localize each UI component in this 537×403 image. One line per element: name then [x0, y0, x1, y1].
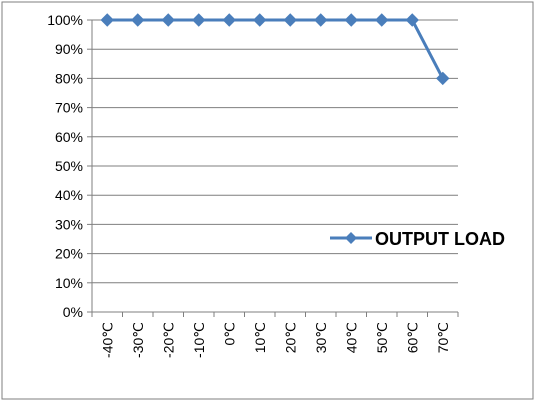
y-tick-label: 10% — [55, 275, 83, 291]
y-tick-label: 30% — [55, 216, 83, 232]
data-point-marker — [283, 13, 297, 27]
data-point-marker — [405, 13, 419, 27]
x-tick-label: -30℃ — [130, 322, 146, 358]
x-tick-label: 50℃ — [374, 322, 390, 353]
data-point-marker — [314, 13, 328, 27]
y-tick-label: 70% — [55, 100, 83, 116]
legend: OUTPUT LOAD — [330, 229, 505, 249]
x-tick-label: 70℃ — [435, 322, 451, 353]
x-tick-label: 60℃ — [404, 322, 420, 353]
data-point-marker — [100, 13, 114, 27]
axes — [87, 19, 459, 317]
legend-swatch-marker — [345, 232, 357, 244]
legend-label: OUTPUT LOAD — [375, 229, 505, 249]
y-tick-label: 80% — [55, 70, 83, 86]
y-tick-label: 0% — [63, 304, 83, 320]
x-tick-label: -20℃ — [160, 322, 176, 358]
series-layer — [100, 13, 450, 86]
x-tick-label: -10℃ — [191, 322, 207, 358]
x-tick-label: -40℃ — [99, 322, 115, 358]
x-tick-label: 40℃ — [343, 322, 359, 353]
data-point-marker — [192, 13, 206, 27]
x-tick-labels: -40℃ -30℃ -20℃ -10℃ 0℃ 10℃ 20℃ 30℃ 40℃ 50℃ 60℃ 70℃ — [99, 322, 451, 358]
data-point-marker — [222, 13, 236, 27]
x-tick-label: 10℃ — [252, 322, 268, 353]
x-tick-label: 0℃ — [221, 322, 237, 346]
data-point-marker — [436, 71, 450, 86]
data-point-marker — [161, 13, 175, 27]
data-point-marker — [344, 13, 358, 27]
y-tick-label: 40% — [55, 187, 83, 203]
data-point-marker — [375, 13, 389, 27]
y-tick-labels: 0% 10% 20% 30% 40% 50% 60% 70% 80% 90% 100% — [47, 12, 83, 320]
data-point-marker — [131, 13, 145, 27]
y-tick-label: 20% — [55, 246, 83, 262]
y-tick-label: 50% — [55, 158, 83, 174]
data-point-marker — [253, 13, 267, 27]
y-tick-label: 90% — [55, 41, 83, 57]
y-tick-label: 100% — [47, 12, 83, 28]
x-tick-label: 20℃ — [282, 322, 298, 353]
y-tick-label: 60% — [55, 129, 83, 145]
x-tick-label: 30℃ — [313, 322, 329, 353]
